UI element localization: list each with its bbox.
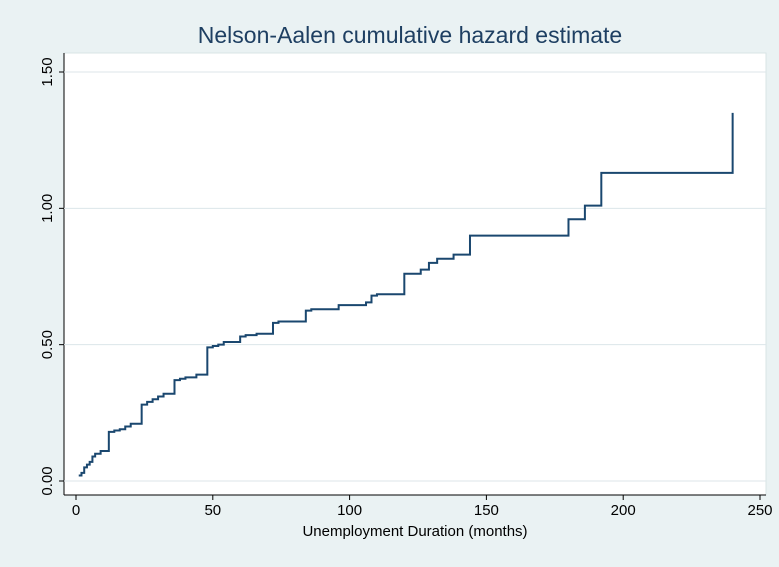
- y-tick-label: 1.00: [39, 194, 56, 223]
- y-tick-label: 0.50: [39, 330, 56, 359]
- y-tick-label: 0.00: [39, 466, 56, 495]
- chart-title: Nelson-Aalen cumulative hazard estimate: [198, 22, 622, 48]
- y-tick-label: 1.50: [39, 57, 56, 86]
- x-tick-label: 200: [611, 502, 636, 519]
- x-tick-label: 0: [72, 502, 80, 519]
- x-tick-label: 50: [204, 502, 221, 519]
- hazard-line: [78, 112, 734, 477]
- x-tick-label: 150: [474, 502, 499, 519]
- x-tick-label: 250: [747, 502, 772, 519]
- x-tick-label: 100: [337, 502, 362, 519]
- x-axis-title: Unemployment Duration (months): [302, 523, 527, 540]
